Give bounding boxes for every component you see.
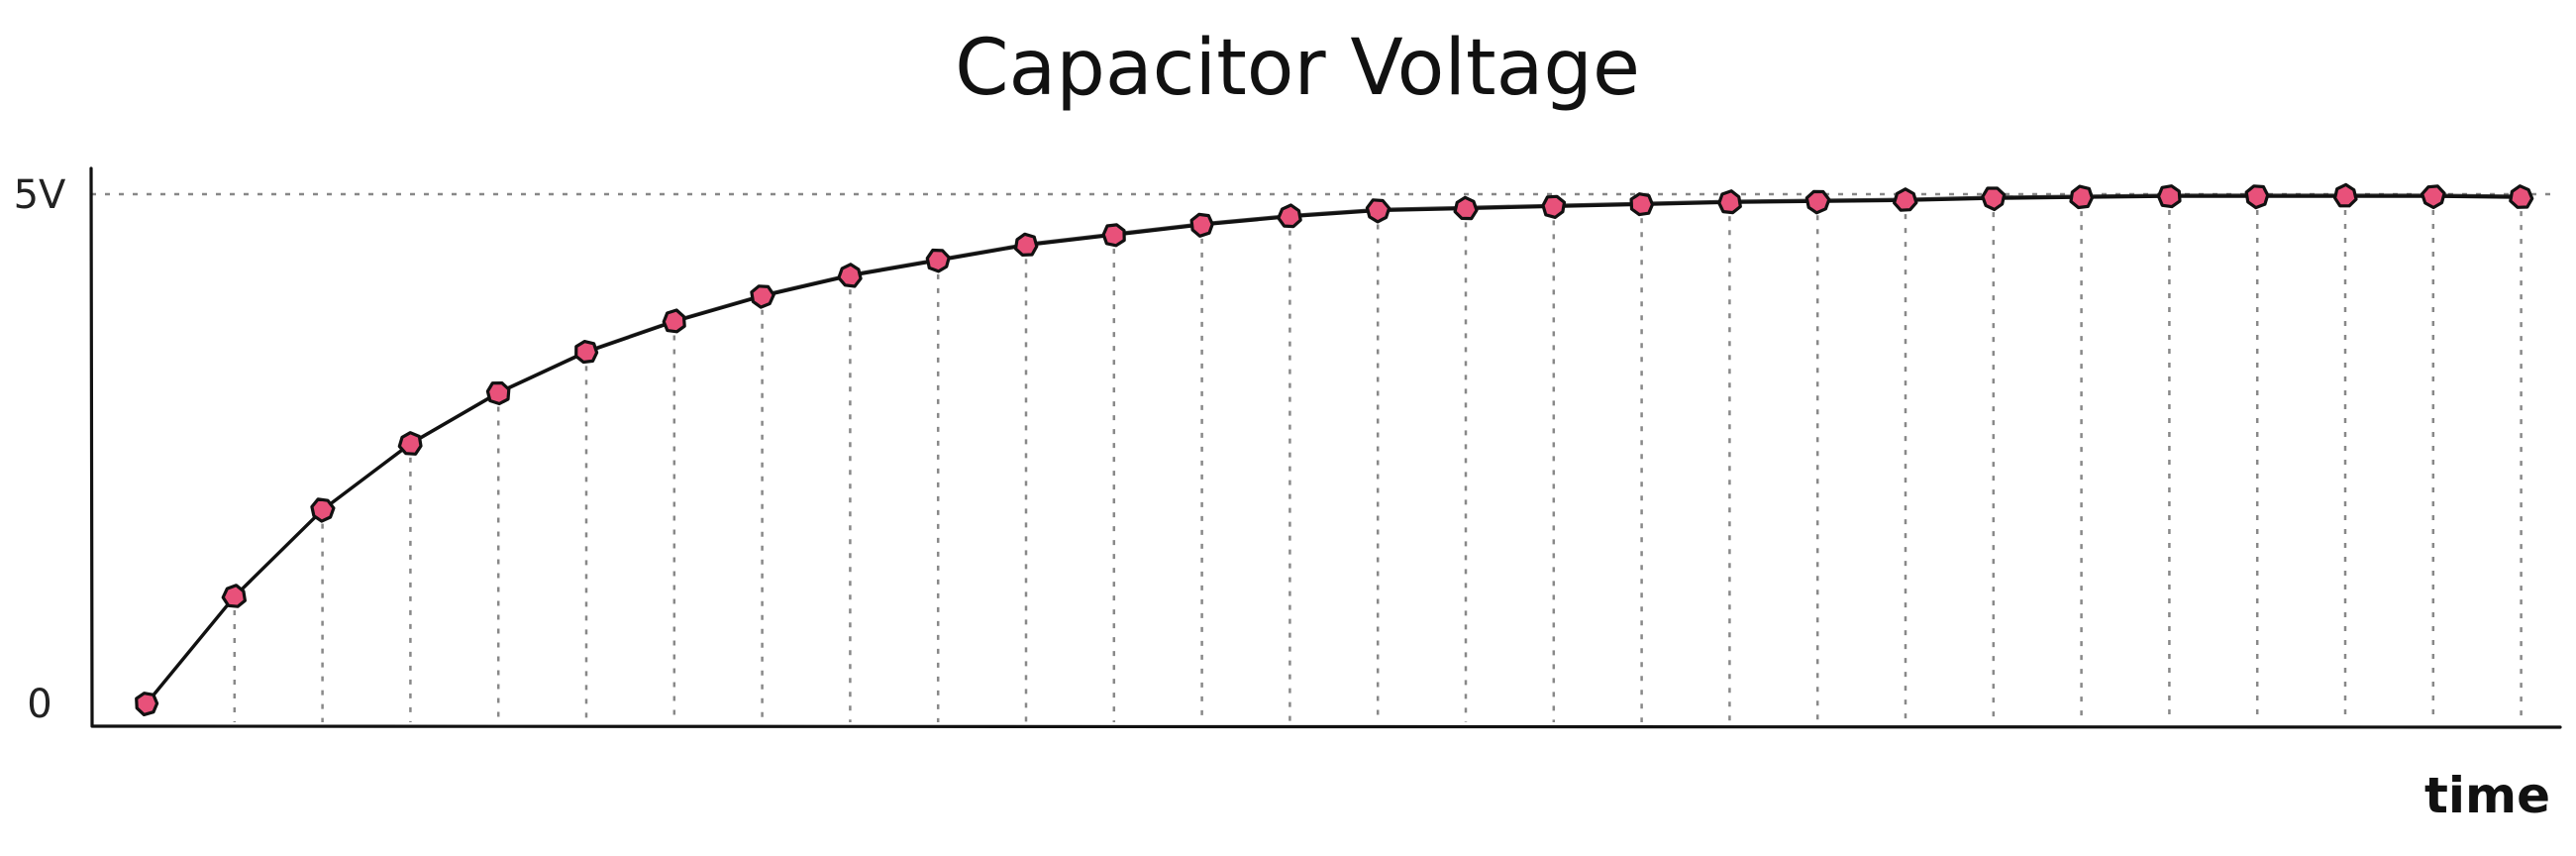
- y-tick-label: 0: [27, 682, 52, 727]
- series-line-sketch: [147, 193, 2523, 702]
- data-point: [1101, 223, 1126, 248]
- axes: [89, 166, 2562, 729]
- series-line-group: [145, 193, 2524, 705]
- data-point: [1541, 194, 1567, 219]
- data-point: [2509, 184, 2534, 209]
- series-line: [145, 194, 2524, 705]
- data-point: [397, 431, 423, 456]
- data-point: [1365, 198, 1391, 224]
- data-point: [837, 263, 863, 288]
- data-point: [1629, 192, 1655, 217]
- data-points: [135, 182, 2534, 717]
- data-point: [2156, 184, 2182, 209]
- data-point: [135, 692, 159, 717]
- data-point: [1892, 187, 1918, 212]
- data-point: [2069, 184, 2094, 210]
- data-point: [1981, 186, 2007, 212]
- axis-lines: [89, 166, 2562, 729]
- data-point: [1804, 189, 1831, 215]
- data-point: [2421, 184, 2446, 210]
- chart-title: Capacitor Voltage: [955, 24, 1640, 113]
- data-point: [662, 308, 686, 334]
- x-axis-label: time: [2424, 767, 2550, 824]
- data-point: [925, 248, 951, 273]
- data-point: [750, 284, 775, 309]
- y-tick-labels: 0 5V: [14, 172, 66, 727]
- data-point: [310, 497, 336, 523]
- data-point: [221, 584, 247, 608]
- guide-lines: [91, 192, 2550, 722]
- data-point: [2244, 184, 2270, 210]
- data-point: [1189, 212, 1214, 238]
- data-point: [1453, 195, 1479, 221]
- data-point: [574, 340, 599, 365]
- data-point: [1277, 203, 1302, 229]
- y-tick-label: 5V: [14, 172, 66, 218]
- data-point: [485, 381, 511, 406]
- data-point: [1717, 189, 1742, 215]
- data-point: [2333, 182, 2358, 208]
- data-point: [1013, 232, 1039, 257]
